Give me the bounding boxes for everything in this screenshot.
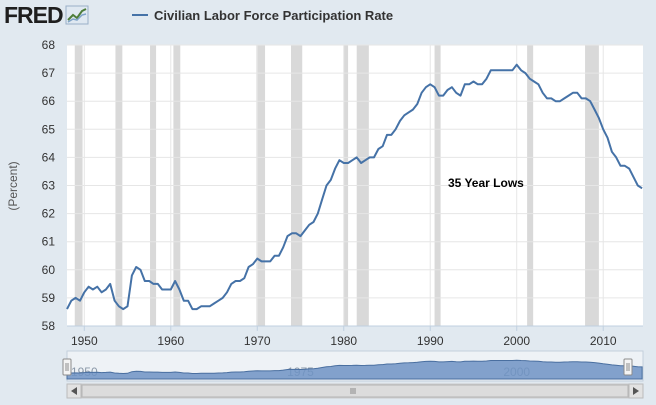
navigator-series-area [66, 359, 643, 380]
x-tick-label: 2000 [503, 334, 530, 348]
y-tick-label: 58 [42, 319, 56, 333]
chart-legend[interactable]: Civilian Labor Force Participation Rate [132, 5, 393, 25]
fred-logo[interactable]: FRED [4, 2, 89, 28]
x-tick-label: 1950 [71, 334, 98, 348]
y-tick-label: 60 [42, 263, 56, 277]
navigator[interactable]: 195019752000 [62, 350, 644, 382]
y-tick-label: 67 [42, 66, 56, 80]
y-tick-label: 64 [42, 150, 56, 164]
x-tick-label: 2010 [590, 334, 617, 348]
y-tick-label: 59 [42, 291, 56, 305]
y-axis-label: (Percent) [6, 161, 20, 210]
y-tick-label: 65 [42, 122, 56, 136]
trend-graph-icon [65, 5, 89, 25]
x-axis: 1950 1960 1970 1980 1990 2000 2010 [67, 325, 643, 348]
legend-label: Civilian Labor Force Participation Rate [154, 7, 394, 23]
x-tick-label: 1990 [417, 334, 444, 348]
navigator-right-handle[interactable] [623, 358, 633, 376]
legend-swatch [132, 14, 148, 16]
y-tick-label: 61 [42, 235, 56, 249]
y-tick-label: 66 [42, 94, 56, 108]
y-axis: 58 59 60 61 62 63 64 65 66 67 68 [42, 38, 56, 333]
scrollbar-grip-icon [350, 388, 356, 394]
x-tick-label: 1960 [157, 334, 184, 348]
x-tick-label: 1980 [330, 334, 357, 348]
series-layer [66, 63, 643, 311]
x-tick-label: 1970 [244, 334, 271, 348]
navigator-left-handle[interactable] [62, 358, 72, 376]
scroll-left-arrow-icon [71, 387, 77, 395]
y-tick-label: 62 [42, 207, 56, 221]
series-line[interactable] [66, 63, 643, 311]
y-tick-label: 63 [42, 179, 56, 193]
y-tick-label: 68 [42, 38, 56, 52]
horizontal-scrollbar[interactable] [66, 383, 644, 399]
logo-text: FRED [4, 2, 64, 28]
chart-annotation: 35 Year Lows [448, 176, 524, 190]
scroll-right-arrow-icon [633, 387, 639, 395]
